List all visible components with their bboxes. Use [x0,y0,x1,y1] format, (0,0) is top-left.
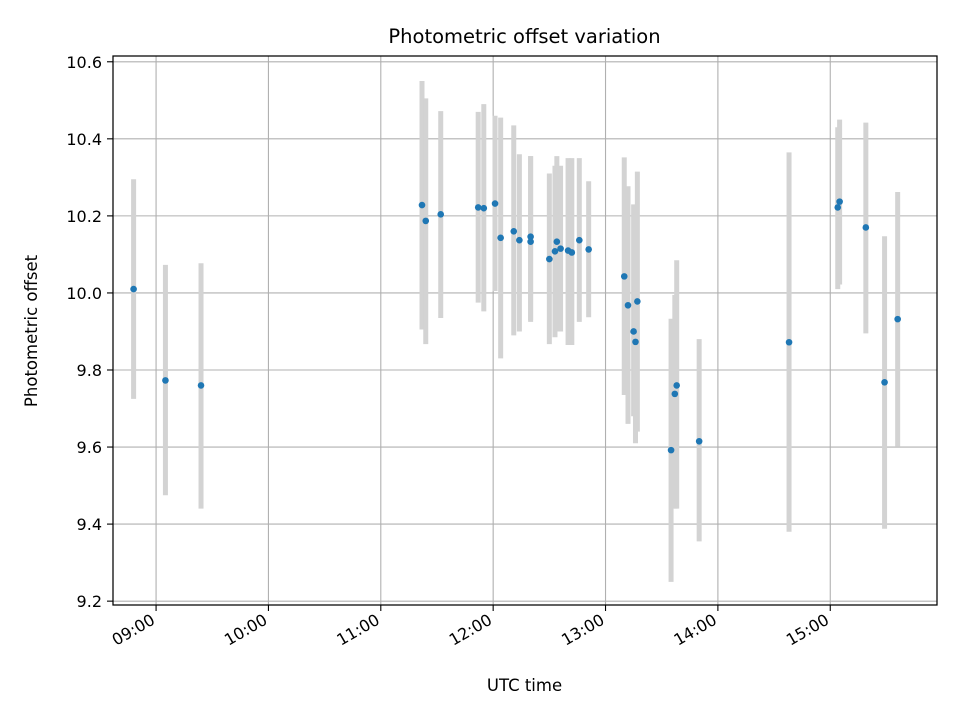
data-point [418,201,426,209]
x-axis-title: UTC time [487,676,562,695]
data-point [585,246,592,253]
data-point [673,382,680,389]
y-tick-label: 9.6 [77,438,102,457]
data-point [862,224,870,231]
data-point [634,298,641,305]
data-point [553,238,561,245]
y-tick-label: 10.0 [66,284,102,303]
data-point [491,200,499,207]
data-point [881,379,888,386]
plot-frame [112,55,938,606]
data-point [630,328,637,335]
grid [113,56,937,605]
y-axis-title: Photometric offset [22,254,41,407]
data-point [527,238,534,245]
y-tick-label: 10.4 [66,130,102,149]
data-point [422,217,430,225]
y-tick-label: 9.4 [77,515,102,534]
y-tick-label: 9.2 [77,592,102,611]
data-point [667,446,675,454]
data-point [785,338,793,346]
chart-title: Photometric offset variation [388,25,660,48]
data-point [620,273,628,280]
data-point [551,248,559,255]
data-point [474,204,482,211]
data-point [437,211,445,218]
data-point [632,338,639,346]
data-point [568,249,576,256]
data-point [557,245,564,252]
data-point [510,227,518,235]
y-tick-label: 10.6 [66,53,102,72]
y-tick-label: 10.2 [66,207,102,226]
data-point [836,198,843,205]
data-point [695,437,703,445]
data-point [527,233,534,240]
data-point [671,390,679,398]
data-point [497,234,504,242]
data-point [894,315,901,323]
data-markers [130,198,901,454]
data-point [480,204,488,212]
data-point [624,301,632,309]
data-point [130,285,137,293]
data-point [576,236,583,244]
data-point [516,236,523,244]
data-point [834,204,842,211]
data-point [162,377,169,384]
data-point [197,382,205,389]
data-point [546,255,553,263]
y-tick-label: 9.8 [77,361,102,380]
